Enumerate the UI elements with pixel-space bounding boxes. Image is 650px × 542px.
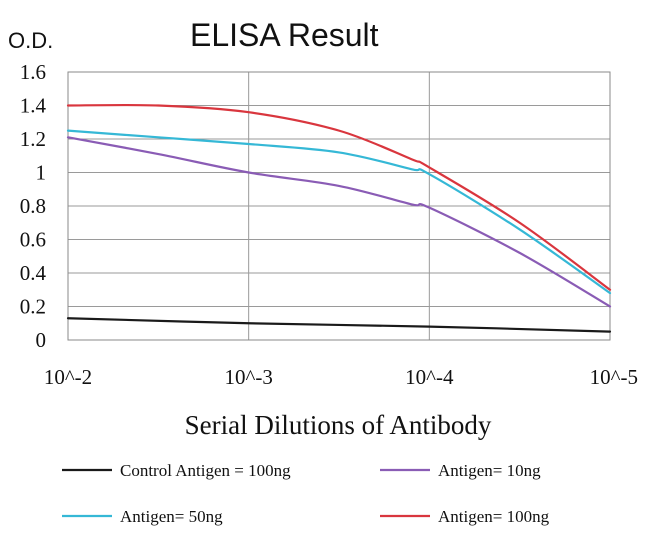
legend-label: Antigen= 100ng: [438, 507, 550, 526]
y-tick-label: 0: [36, 328, 47, 352]
x-axis-ticks: 10^-2 10^-3 10^-4 10^-5: [44, 365, 638, 389]
y-axis-label: O.D.: [8, 28, 53, 53]
legend-label: Control Antigen = 100ng: [120, 461, 291, 480]
chart-title: ELISA Result: [190, 17, 379, 53]
y-tick-label: 1.2: [20, 127, 46, 151]
x-tick-label: 10^-3: [224, 365, 272, 389]
legend: Control Antigen = 100ng Antigen= 10ng Anti…: [62, 461, 550, 526]
y-tick-label: 0.4: [20, 261, 47, 285]
legend-label: Antigen= 50ng: [120, 507, 223, 526]
x-tick-label: 10^-2: [44, 365, 92, 389]
y-axis-ticks: 0 0.2 0.4 0.6 0.8 1 1.2 1.4 1.6: [20, 60, 47, 352]
y-tick-label: 1: [36, 161, 47, 185]
x-tick-label: 10^-5: [590, 365, 638, 389]
series-line-antigen-100ng: [66, 103, 612, 291]
y-tick-label: 1.6: [20, 60, 46, 84]
grid: [67, 71, 611, 341]
series-lines: [66, 103, 612, 333]
x-tick-label: 10^-4: [405, 365, 454, 389]
y-tick-label: 1.4: [20, 94, 47, 118]
plot-frame: [67, 71, 611, 341]
legend-label: Antigen= 10ng: [438, 461, 541, 480]
y-tick-label: 0.6: [20, 228, 46, 252]
series-line-antigen-10ng: [66, 136, 612, 308]
y-tick-label: 0.2: [20, 295, 46, 319]
x-axis-label: Serial Dilutions of Antibody: [185, 410, 492, 440]
series-line-antigen-50ng: [66, 129, 612, 295]
y-tick-label: 0.8: [20, 194, 46, 218]
series-line-control-antigen-100ng: [66, 317, 612, 333]
